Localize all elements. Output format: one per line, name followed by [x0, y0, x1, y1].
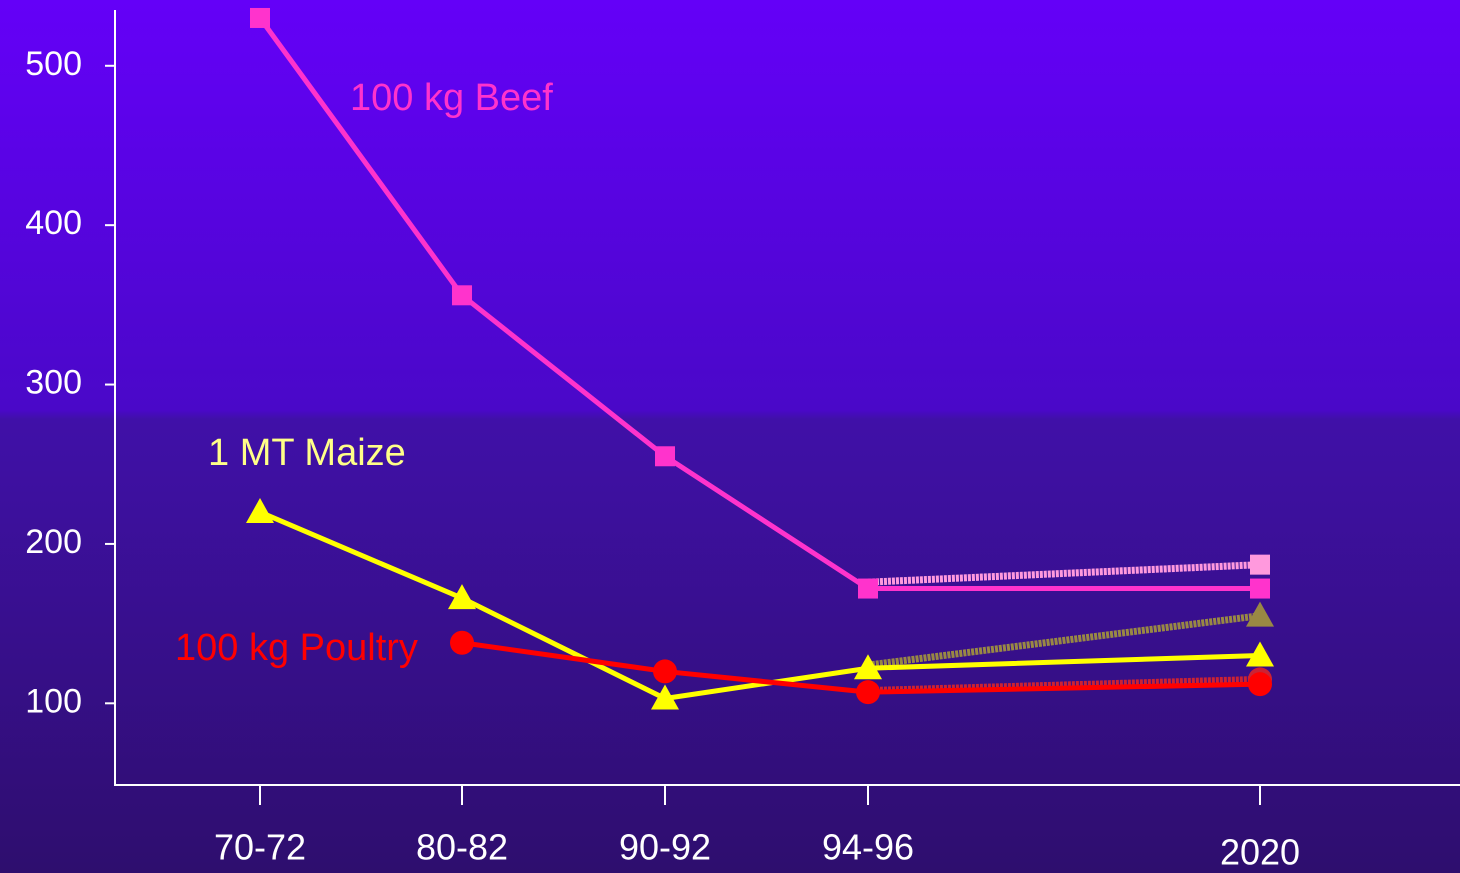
projection-line	[867, 561, 1261, 586]
marker	[1248, 672, 1272, 697]
marker	[450, 630, 474, 655]
x-tick-label: 90-92	[619, 827, 711, 868]
marker	[452, 285, 472, 306]
y-tick-label: 400	[25, 204, 82, 242]
marker	[1246, 641, 1274, 667]
marker	[1250, 554, 1270, 575]
y-tick-label: 500	[25, 45, 82, 83]
y-tick-label: 100	[25, 682, 82, 720]
x-tick-label: 94-96	[822, 827, 914, 868]
y-tick-label: 300	[25, 364, 82, 402]
marker	[1246, 601, 1274, 627]
marker	[651, 684, 679, 710]
x-tick-label: 2020	[1220, 832, 1300, 873]
marker	[858, 578, 878, 599]
marker	[1250, 578, 1270, 599]
marker	[856, 680, 880, 705]
series-label: 100 kg Beef	[350, 77, 553, 119]
marker	[448, 584, 476, 610]
projection-line	[867, 612, 1261, 669]
marker	[854, 654, 882, 680]
marker	[250, 7, 270, 28]
x-tick-label: 80-82	[416, 827, 508, 868]
y-tick-label: 200	[25, 523, 82, 561]
marker	[655, 446, 675, 467]
series-label: 100 kg Poultry	[175, 627, 418, 669]
x-tick-label: 70-72	[214, 827, 306, 868]
series-line	[461, 640, 1261, 695]
marker	[653, 659, 677, 684]
marker	[246, 498, 274, 524]
series-label: 1 MT Maize	[208, 432, 406, 474]
